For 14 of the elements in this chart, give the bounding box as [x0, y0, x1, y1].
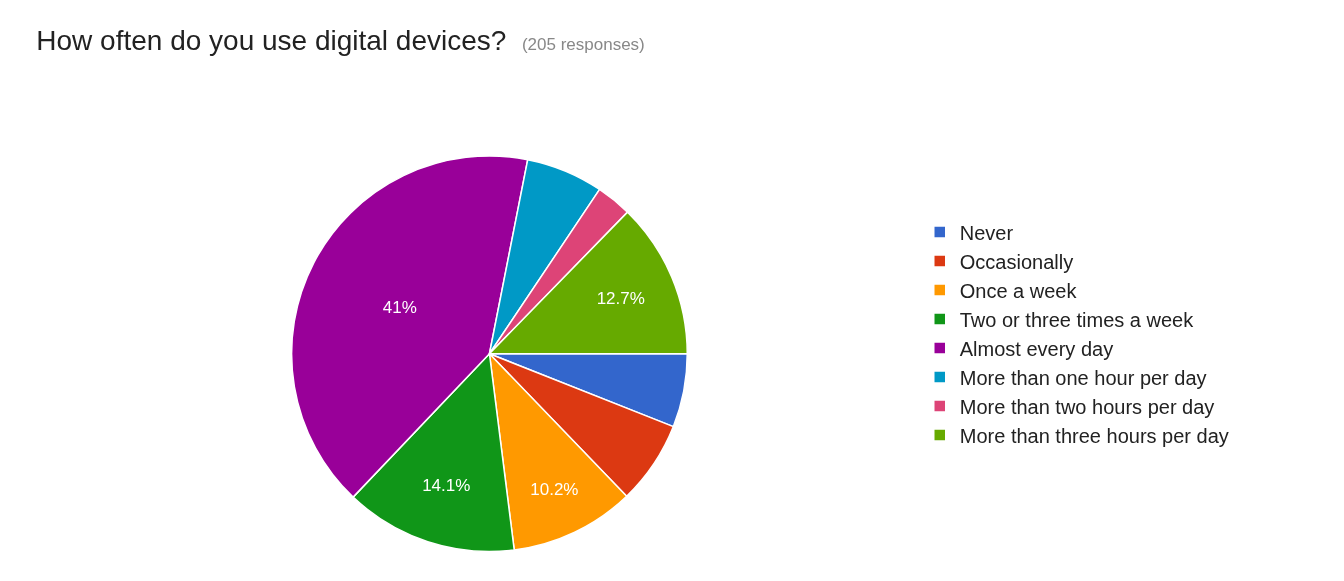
legend-label: More than three hours per day	[959, 424, 1229, 447]
chart-subtitle: (205 responses)	[521, 35, 645, 55]
legend-label: More than one hour per day	[959, 366, 1207, 389]
legend-label: Occasionally	[959, 250, 1074, 273]
legend-label: More than two hours per day	[959, 395, 1215, 418]
legend-label: Once a week	[959, 279, 1078, 302]
data-label: 14.1%	[422, 475, 471, 495]
data-label: 41%	[382, 297, 417, 317]
legend-label: Almost every day	[959, 337, 1114, 360]
data-label: 12.7%	[596, 288, 645, 308]
legend-label: Two or three times a week	[959, 308, 1195, 331]
legend-label: Never	[959, 221, 1014, 244]
data-label: 10.2%	[530, 479, 579, 499]
chart-title: How often do you use digital devices?	[36, 25, 507, 57]
